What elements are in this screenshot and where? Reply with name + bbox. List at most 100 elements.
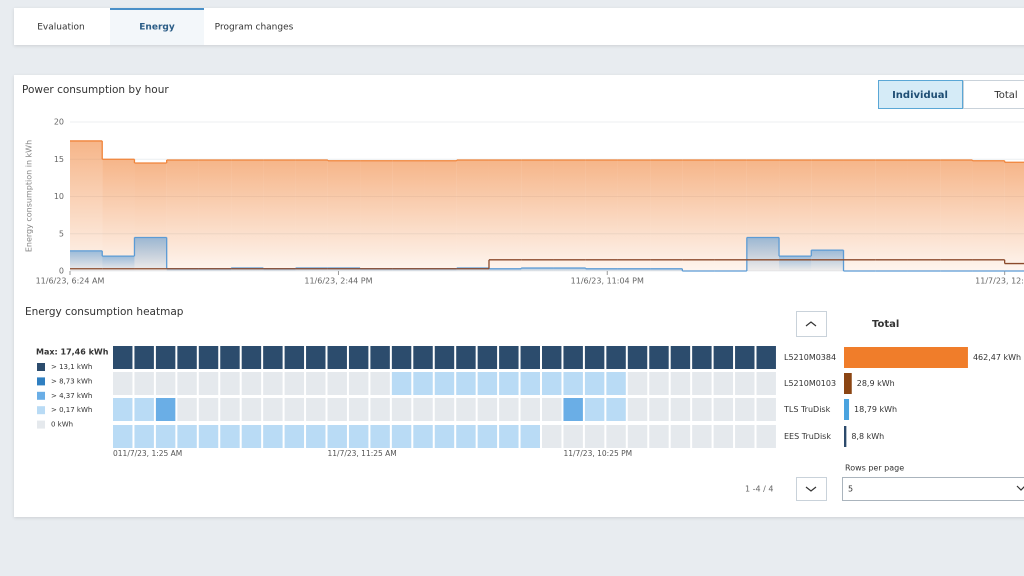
step-area xyxy=(102,159,135,271)
heatmap-cell xyxy=(542,372,562,395)
toggle-label: Individual xyxy=(892,90,948,101)
step-area xyxy=(843,159,876,271)
heatmap-cell xyxy=(434,346,455,369)
legend-label: 0 kWh xyxy=(51,421,73,429)
step-area xyxy=(295,159,328,271)
tab[interactable]: Energy xyxy=(139,23,175,33)
heatmap-cell xyxy=(584,398,605,421)
heatmap-cell xyxy=(520,398,540,421)
heatmap-cell xyxy=(177,398,197,421)
heatmap-cell xyxy=(177,372,197,395)
y-axis-label: Energy consumption in kWh xyxy=(25,140,34,252)
step-area xyxy=(166,268,199,271)
step-area xyxy=(940,159,973,271)
step-area xyxy=(714,159,747,271)
heatmap-cell xyxy=(348,398,369,421)
row-label: L5210M0384 xyxy=(784,353,836,362)
legend-swatch xyxy=(37,363,45,371)
x-tick-label: 11/6/23, 2:44 PM xyxy=(304,277,372,286)
heatmap-cell xyxy=(284,346,305,369)
y-tick-label: 0 xyxy=(59,267,64,276)
total-bar xyxy=(844,426,847,447)
legend-max: Max: 17,46 kWh xyxy=(36,348,109,357)
step-area xyxy=(424,160,457,271)
heatmap-cell xyxy=(220,425,240,448)
heatmap-cell xyxy=(649,398,669,421)
total-bar xyxy=(844,347,968,368)
step-area xyxy=(327,268,361,271)
heatmap-cell xyxy=(499,346,519,369)
heatmap-cell xyxy=(177,425,197,448)
toggle-button[interactable] xyxy=(963,80,1024,109)
row-label: EES TruDisk xyxy=(784,432,831,441)
heatmap-cell xyxy=(456,346,476,369)
scroll-up-button[interactable] xyxy=(796,311,827,337)
heatmap-cell xyxy=(606,346,626,369)
heatmap-cell xyxy=(413,425,433,448)
step-area xyxy=(779,256,812,271)
step-area xyxy=(424,268,457,271)
step-area xyxy=(617,268,651,271)
heatmap-cell xyxy=(306,372,326,395)
step-area xyxy=(585,159,618,271)
row-label: L5210M0103 xyxy=(784,379,836,388)
step-area xyxy=(456,268,489,271)
y-tick-label: 15 xyxy=(54,155,64,164)
step-area xyxy=(263,268,296,271)
step-area xyxy=(972,160,1005,271)
heatmap-cell xyxy=(692,372,712,395)
heatmap-cell xyxy=(477,346,498,369)
step-area xyxy=(521,159,554,271)
rows-per-page-select[interactable] xyxy=(842,477,1024,501)
toggle-button[interactable] xyxy=(878,80,963,109)
heatmap-cell xyxy=(649,372,669,395)
heatmap-cell xyxy=(735,425,755,448)
step-area xyxy=(1004,162,1024,271)
scroll-down-button[interactable] xyxy=(796,477,827,501)
heatmap-cell xyxy=(263,346,283,369)
heatmap-cell xyxy=(134,398,154,421)
step-area xyxy=(102,256,135,271)
heatmap-cell xyxy=(284,425,305,448)
heatmap-cell xyxy=(413,346,433,369)
total-label: 462,47 kWh xyxy=(973,353,1021,362)
heatmap-cell xyxy=(713,425,734,448)
step-area xyxy=(263,159,296,271)
heatmap-cell xyxy=(670,398,691,421)
tab[interactable]: Evaluation xyxy=(37,23,85,33)
tab[interactable]: Program changes xyxy=(215,23,294,33)
heatmap-cell xyxy=(434,372,455,395)
heatmap-cell xyxy=(649,425,669,448)
heatmap-cell xyxy=(155,346,176,369)
step-area xyxy=(746,237,780,271)
legend-swatch xyxy=(37,391,45,400)
heatmap-cell xyxy=(370,372,390,395)
heatmap-cell xyxy=(155,372,176,395)
heatmap-cell xyxy=(434,425,455,448)
heatmap-cell xyxy=(155,425,176,448)
heatmap-cell xyxy=(113,398,133,421)
heatmap-cell xyxy=(348,372,369,395)
legend-label: > 13,1 kWh xyxy=(51,363,92,371)
heatmap-cell xyxy=(220,372,240,395)
heatmap-cell xyxy=(649,346,669,369)
pagination-range: 1 -4 / 4 xyxy=(745,485,773,494)
step-area xyxy=(650,159,683,271)
heatmap-cell xyxy=(520,425,540,448)
heatmap-cell xyxy=(456,398,476,421)
legend-label: > 4,37 kWh xyxy=(51,392,92,400)
x-tick-label: 11/7/23, 12:24 xyxy=(975,277,1024,286)
heatmap-cell xyxy=(306,425,326,448)
heatmap-cell xyxy=(263,372,283,395)
heatmap-cell xyxy=(606,425,626,448)
heatmap-cell xyxy=(584,425,605,448)
heatmap-cell xyxy=(198,372,219,395)
y-tick-label: 10 xyxy=(54,192,64,201)
step-area xyxy=(327,160,361,271)
heatmap-cell xyxy=(670,372,691,395)
total-bar xyxy=(844,399,850,420)
totals-title: Total xyxy=(872,319,899,330)
heatmap-cell xyxy=(155,398,176,421)
